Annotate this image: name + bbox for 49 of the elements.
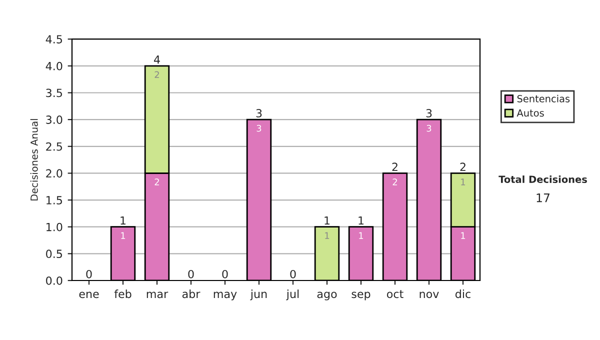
x-tick-label: jul bbox=[286, 290, 299, 300]
data-label: 3 bbox=[426, 124, 432, 132]
total-label: 0 bbox=[222, 270, 228, 278]
total-label: 2 bbox=[460, 162, 466, 171]
y-tick-label: 3.0 bbox=[46, 116, 62, 124]
x-tick-label: may bbox=[214, 292, 237, 300]
legend-label: Sentencias bbox=[517, 94, 570, 102]
text: 17 bbox=[536, 194, 550, 202]
data-label: 1 bbox=[121, 232, 126, 239]
data-label: 1 bbox=[325, 232, 330, 239]
total-label: 1 bbox=[324, 216, 330, 225]
x-tick-label: nov bbox=[420, 292, 439, 298]
legend-label: Autos bbox=[516, 109, 544, 117]
total-label: 1 bbox=[120, 216, 126, 225]
total-label: 1 bbox=[358, 216, 364, 225]
x-tick-label: ene bbox=[79, 292, 99, 298]
data-label: 3 bbox=[256, 124, 262, 132]
data-label: 2 bbox=[154, 178, 159, 186]
total-label: 2 bbox=[392, 162, 398, 171]
y-tick-label: 2.5 bbox=[46, 142, 62, 151]
data-label: 1 bbox=[461, 232, 466, 239]
total-label: 0 bbox=[290, 270, 296, 278]
x-tick-label: mar bbox=[146, 292, 168, 298]
y-tick-label: 1.0 bbox=[46, 222, 62, 232]
y-tick-label: 0.0 bbox=[46, 276, 62, 285]
x-tick-label: abr bbox=[182, 290, 200, 298]
x-tick-label: oct bbox=[386, 290, 404, 298]
y-tick-label: 3.5 bbox=[46, 88, 62, 98]
data-label: 2 bbox=[154, 71, 159, 78]
y-axis-title: Decisiones Anual bbox=[30, 119, 38, 200]
total-label: 0 bbox=[188, 270, 194, 278]
y-tick-label: 0.5 bbox=[46, 250, 62, 258]
y-tick-label: 1.5 bbox=[46, 196, 62, 204]
x-tick-label: dic bbox=[455, 290, 470, 298]
x-tick-label: jun bbox=[250, 290, 267, 300]
total-label: 0 bbox=[86, 270, 92, 278]
x-tick-label: ago bbox=[317, 292, 337, 300]
data-label: 1 bbox=[461, 178, 466, 186]
x-tick-label: sep bbox=[352, 292, 370, 300]
text: Total Decisiones bbox=[498, 175, 587, 184]
x-tick-label: feb bbox=[114, 290, 132, 298]
data-label: 1 bbox=[359, 232, 364, 239]
total-label: 3 bbox=[426, 109, 432, 118]
total-label: 3 bbox=[256, 109, 262, 118]
total-label: 4 bbox=[154, 56, 160, 64]
y-tick-label: 4.5 bbox=[46, 35, 62, 44]
data-label: 2 bbox=[392, 178, 397, 186]
y-tick-label: 4.0 bbox=[46, 62, 62, 70]
y-tick-label: 2.0 bbox=[46, 169, 62, 178]
